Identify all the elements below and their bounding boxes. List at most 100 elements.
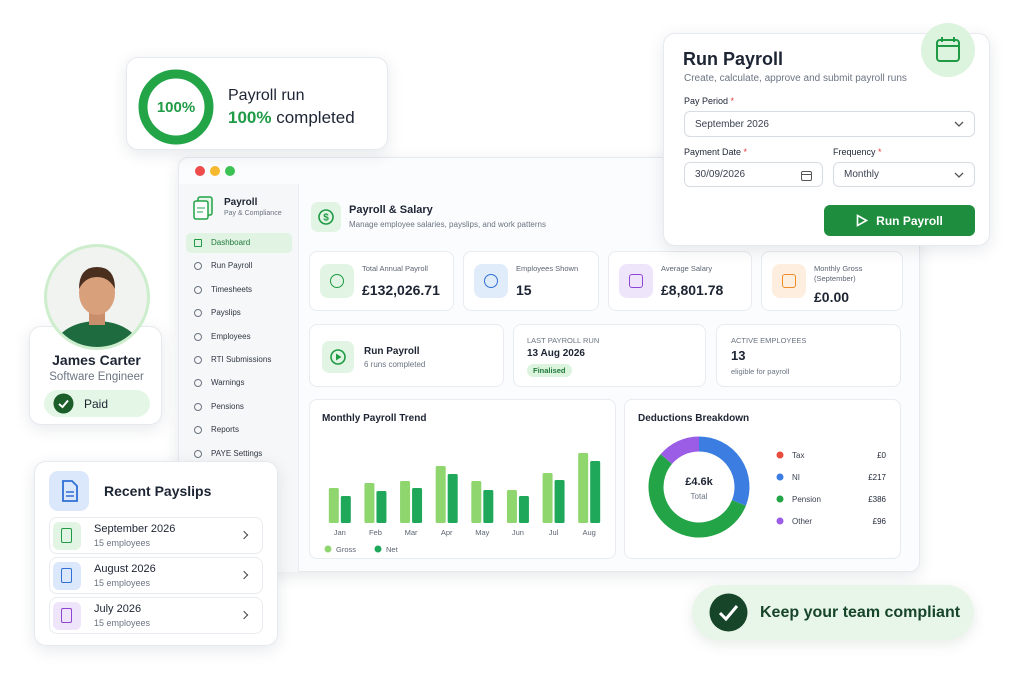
nav-item[interactable]: Pensions (186, 397, 292, 417)
brand-name: Payroll (224, 197, 258, 208)
progress-percent: 100% (156, 99, 196, 116)
last-run-date: 13 Aug 2026 (527, 348, 585, 359)
nav-icon (194, 449, 202, 458)
nav-item[interactable]: Payslips (186, 303, 292, 323)
nav-label: PAYE Settings (211, 448, 263, 458)
bar (340, 496, 351, 523)
svg-text:$: $ (323, 213, 329, 224)
stat-label: Average Salary (661, 264, 713, 273)
stat-card: Average Salary £8,801.78 (608, 251, 752, 311)
status-highlight: 100% (228, 108, 272, 127)
run-payroll-button[interactable]: Run Payroll (824, 205, 975, 236)
required-mark: * (730, 96, 735, 106)
stat-value: £8,801.78 (661, 282, 724, 298)
nav-item[interactable]: Timesheets (186, 280, 292, 300)
x-tick-label: Jul (549, 528, 559, 537)
nav-item[interactable]: Reports (186, 420, 292, 440)
payment-date-input[interactable]: 30/09/2026 (684, 162, 823, 187)
paid-label: Paid (84, 397, 109, 411)
nav-item[interactable]: PAYE Settings (186, 444, 292, 464)
bar (483, 490, 494, 523)
nav-label: Pensions (211, 401, 244, 411)
x-tick-label: May (475, 528, 489, 537)
payslip-row[interactable]: August 2026 15 employees (49, 557, 263, 594)
payslip-count: 15 employees (94, 538, 151, 548)
payslip-row[interactable]: September 2026 15 employees (49, 517, 263, 554)
bar (518, 496, 529, 523)
stat-icon-glyph (629, 274, 643, 288)
nav-icon (194, 426, 202, 435)
run-icon (322, 341, 354, 373)
payslips-title: Recent Payslips (104, 483, 212, 499)
legend-swatch (776, 517, 784, 525)
nav-label: Dashboard (211, 238, 251, 247)
bar (400, 481, 411, 523)
payslip-icon-glyph (61, 608, 72, 623)
recent-payslips-card: Recent Payslips September 2026 15 employe… (34, 461, 278, 646)
payslip-count: 15 employees (94, 618, 151, 628)
value-label: £0 (877, 451, 886, 460)
run-payroll-card[interactable]: Run Payroll 6 runs completed (309, 324, 504, 387)
legend-swatch (374, 545, 382, 553)
active-note: eligible for payroll (731, 367, 790, 376)
bar (328, 488, 339, 523)
chart-title: Deductions Breakdown (638, 413, 749, 424)
nav-icon (194, 239, 202, 247)
value-label: £217 (868, 473, 886, 482)
bar (447, 474, 458, 523)
legend-label: Other (792, 517, 812, 526)
stat-value: 15 (516, 282, 532, 298)
payslips-icon (49, 471, 89, 511)
select-value: September 2026 (695, 118, 769, 130)
stat-icon (474, 264, 508, 298)
nav-icon (194, 309, 202, 318)
nav-item[interactable]: Employees (186, 327, 292, 347)
header-subtitle: Manage employee salaries, payslips, and … (349, 220, 546, 229)
legend-label: Tax (792, 451, 804, 460)
run-card-title: Run Payroll (364, 346, 420, 357)
frequency-select[interactable]: Monthly (833, 162, 975, 187)
stat-icon (320, 264, 354, 298)
payslip-icon (53, 562, 81, 590)
bar (376, 491, 387, 523)
stat-value: £0.00 (814, 289, 850, 305)
nav-icon (194, 379, 202, 388)
nav-icon (194, 356, 202, 364)
form-subtitle: Create, calculate, approve and submit pa… (684, 73, 907, 84)
payslip-count: 15 employees (94, 578, 151, 588)
stat-icon-glyph (782, 274, 796, 288)
payslip-month: July 2026 (94, 603, 142, 615)
chart-title: Monthly Payroll Trend (322, 413, 426, 424)
bar (435, 466, 446, 523)
nav-icon (194, 402, 202, 411)
maximize-dot[interactable] (225, 166, 235, 176)
nav-label: RTI Submissions (211, 355, 272, 364)
pay-period-select[interactable]: September 2026 (684, 111, 975, 137)
banner-text: Keep your team compliant (760, 604, 961, 621)
close-dot[interactable] (195, 166, 205, 176)
legend-label: Net (386, 545, 399, 554)
stat-icon (619, 264, 653, 298)
bar (506, 490, 517, 523)
avatar (44, 244, 150, 350)
bar-chart: Monthly Payroll Trend Jan Feb Mar Apr May Jun J… (322, 413, 601, 554)
stat-card: Employees Shown 15 (463, 251, 599, 311)
status-badge: Finalised (527, 364, 572, 377)
compliance-banner: Keep your team compliant (692, 585, 974, 640)
field-label: Payment Date (684, 147, 742, 157)
nav-label: Reports (211, 425, 240, 435)
legend-label: Gross (336, 545, 356, 554)
donut-chart: Deductions Breakdown Tax £0 NI £217 Pension £3… (638, 413, 887, 538)
minimize-dot[interactable] (210, 166, 220, 176)
nav-icon (194, 262, 202, 271)
nav-item[interactable]: RTI Submissions (186, 350, 292, 370)
nav-item[interactable]: Dashboard (186, 233, 292, 253)
legend-label: Pension (792, 495, 821, 504)
nav-item[interactable]: Warnings (186, 373, 292, 393)
chevron (239, 530, 249, 540)
payslip-month: September 2026 (94, 523, 176, 535)
nav-item[interactable]: Run Payroll (186, 256, 292, 276)
calendar-badge (921, 23, 975, 77)
payslip-row[interactable]: July 2026 15 employees (49, 597, 263, 634)
